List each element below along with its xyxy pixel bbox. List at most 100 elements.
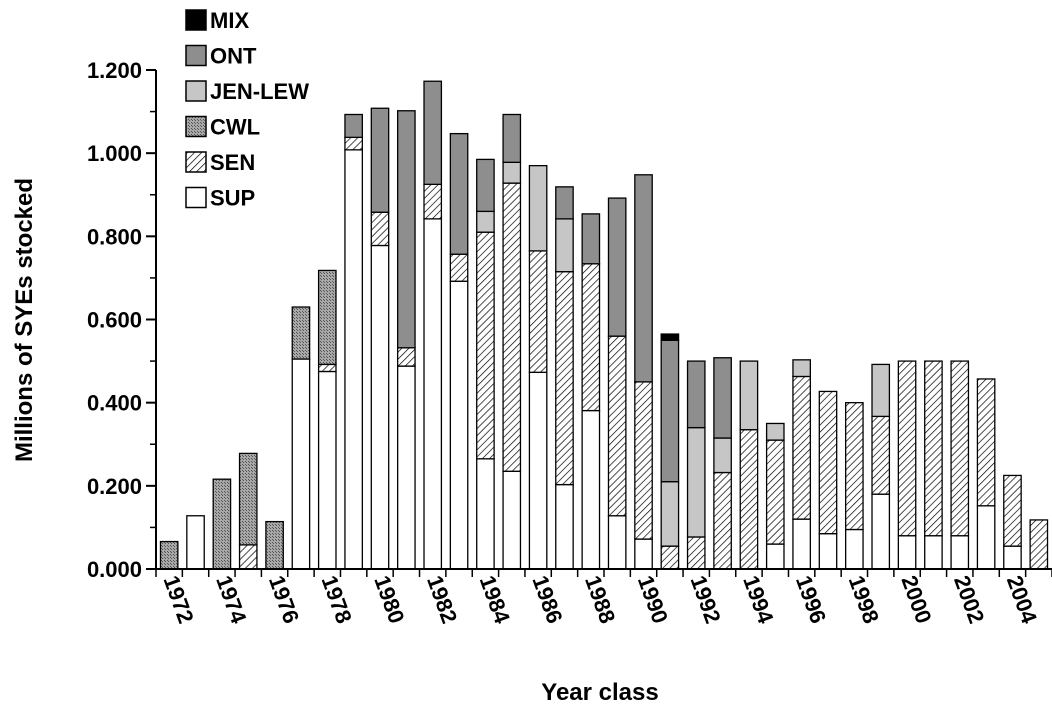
bar-sen-1981 xyxy=(397,347,416,367)
bar-sen-1980 xyxy=(370,211,390,247)
bar-ont-1980 xyxy=(370,107,390,213)
bar-sen-1979 xyxy=(344,136,363,151)
x-tick-label: 2000 xyxy=(896,572,936,627)
x-tick-label: 1992 xyxy=(686,572,726,627)
bar-sen-1991 xyxy=(660,545,680,570)
bar-sup-1985 xyxy=(502,470,522,570)
bar-sen-1984 xyxy=(476,231,495,460)
x-axis-title: Year class xyxy=(541,679,658,706)
y-tick-label: 1.000 xyxy=(87,141,142,166)
bar-jen-lew-1995 xyxy=(765,422,785,441)
bar-sup-1998 xyxy=(845,528,864,570)
legend-swatch-ont xyxy=(185,44,207,67)
bar-jen-lew-1986 xyxy=(528,164,548,252)
bar-sen-1999 xyxy=(871,415,891,495)
bar-ont-1983 xyxy=(449,132,469,255)
bar-sen-1989 xyxy=(607,335,627,517)
bar-ont-1979 xyxy=(344,113,363,139)
bar-sen-1990 xyxy=(634,381,653,540)
bar-sup-1999 xyxy=(871,493,891,570)
plot-area: 0.000 0.200 0.400 0.600 0.800 1.000 1.200 1972 1… xyxy=(87,58,1052,627)
legend-label-jen-lew: JEN-LEW xyxy=(210,79,309,104)
bar-sen-1986 xyxy=(528,250,548,373)
x-tick-label: 1980 xyxy=(369,572,409,627)
bar-sup-1978 xyxy=(317,370,337,570)
bar-sen-1983 xyxy=(449,253,469,282)
bar-sen-1988 xyxy=(581,263,601,412)
bar-sup-1982 xyxy=(423,218,443,570)
bar-sen-1998 xyxy=(845,402,864,531)
bar-ont-1982 xyxy=(423,80,443,186)
bar-sup-1987 xyxy=(555,483,574,570)
bar-sen-1992 xyxy=(686,536,706,570)
bar-jen-lew-1991 xyxy=(660,481,680,547)
bar-sup-1979 xyxy=(344,149,363,570)
bar-sup-1977 xyxy=(291,358,311,570)
y-tick-label: 1.200 xyxy=(87,58,142,83)
bar-sup-1986 xyxy=(528,371,548,570)
bar-sen-2000 xyxy=(897,360,917,537)
y-tick-label: 0.600 xyxy=(87,308,142,333)
bar-sup-1996 xyxy=(792,518,811,570)
bar-sup-1973 xyxy=(186,515,205,570)
x-tick-label: 1986 xyxy=(527,572,567,627)
bar-sen-2005 xyxy=(1029,519,1049,570)
bar-ont-1990 xyxy=(634,174,653,383)
bar-sen-1995 xyxy=(765,439,785,545)
bar-sen-1993 xyxy=(713,471,732,570)
bar-sen-1982 xyxy=(423,183,443,220)
bar-sen-1985 xyxy=(502,182,522,472)
bar-jen-lew-1994 xyxy=(739,360,759,431)
x-tick-label: 2004 xyxy=(1002,572,1042,627)
bar-sup-1989 xyxy=(607,515,627,570)
x-tick-label: 1974 xyxy=(211,572,251,627)
bar-sen-1997 xyxy=(818,390,838,535)
x-tick-label: 1990 xyxy=(633,572,673,627)
legend-swatch-sen xyxy=(185,151,207,173)
y-tick-label: 0.200 xyxy=(87,474,142,499)
y-tick-label: 0.800 xyxy=(87,224,142,249)
bar-sup-2001 xyxy=(924,535,943,570)
x-tick-label: 1976 xyxy=(264,572,304,627)
x-tick-label: 2002 xyxy=(949,572,989,627)
bar-sup-1981 xyxy=(397,365,416,570)
bar-sen-2003 xyxy=(976,378,996,507)
bar-sup-1988 xyxy=(581,409,601,570)
bar-sup-2002 xyxy=(950,535,970,570)
y-tick-label: 0.400 xyxy=(87,391,142,416)
x-tick-label: 1984 xyxy=(475,572,515,627)
bar-cwl-1978 xyxy=(317,269,337,366)
bar-ont-1981 xyxy=(397,110,416,349)
bar-jen-lew-1996 xyxy=(792,359,811,378)
bar-sen-1994 xyxy=(739,429,759,570)
bar-sen-1996 xyxy=(792,375,811,520)
y-axis-title: Millions of SYEs stocked xyxy=(11,178,38,462)
bar-sup-1980 xyxy=(370,244,390,570)
bar-jen-lew-1992 xyxy=(686,426,706,538)
bar-sen-1987 xyxy=(555,271,574,486)
bar-sup-1983 xyxy=(449,280,469,570)
bar-sup-1995 xyxy=(765,543,785,570)
bar-cwl-1975 xyxy=(238,452,258,546)
x-tick-label: 1982 xyxy=(422,572,462,627)
bar-jen-lew-1984 xyxy=(476,210,495,233)
legend-label-ont: ONT xyxy=(210,44,257,69)
bar-sup-1984 xyxy=(476,458,495,570)
legend-label-cwl: CWL xyxy=(210,115,260,140)
bar-jen-lew-1993 xyxy=(713,437,732,474)
bar-sup-2003 xyxy=(976,505,996,570)
bar-ont-1992 xyxy=(686,360,706,429)
bar-ont-1988 xyxy=(581,213,601,265)
x-tick-label: 1996 xyxy=(791,572,831,627)
bar-cwl-1974 xyxy=(212,478,232,570)
bar-jen-lew-1985 xyxy=(502,161,522,184)
legend-swatch-sup xyxy=(185,186,207,209)
bar-cwl-1977 xyxy=(291,306,311,360)
bar-sup-2004 xyxy=(1003,545,1022,570)
bar-ont-1987 xyxy=(555,186,574,220)
bar-sup-1997 xyxy=(818,533,838,570)
bar-sen-1975 xyxy=(238,544,258,570)
bar-ont-1993 xyxy=(713,357,732,439)
x-tick-label: 1978 xyxy=(317,572,357,627)
